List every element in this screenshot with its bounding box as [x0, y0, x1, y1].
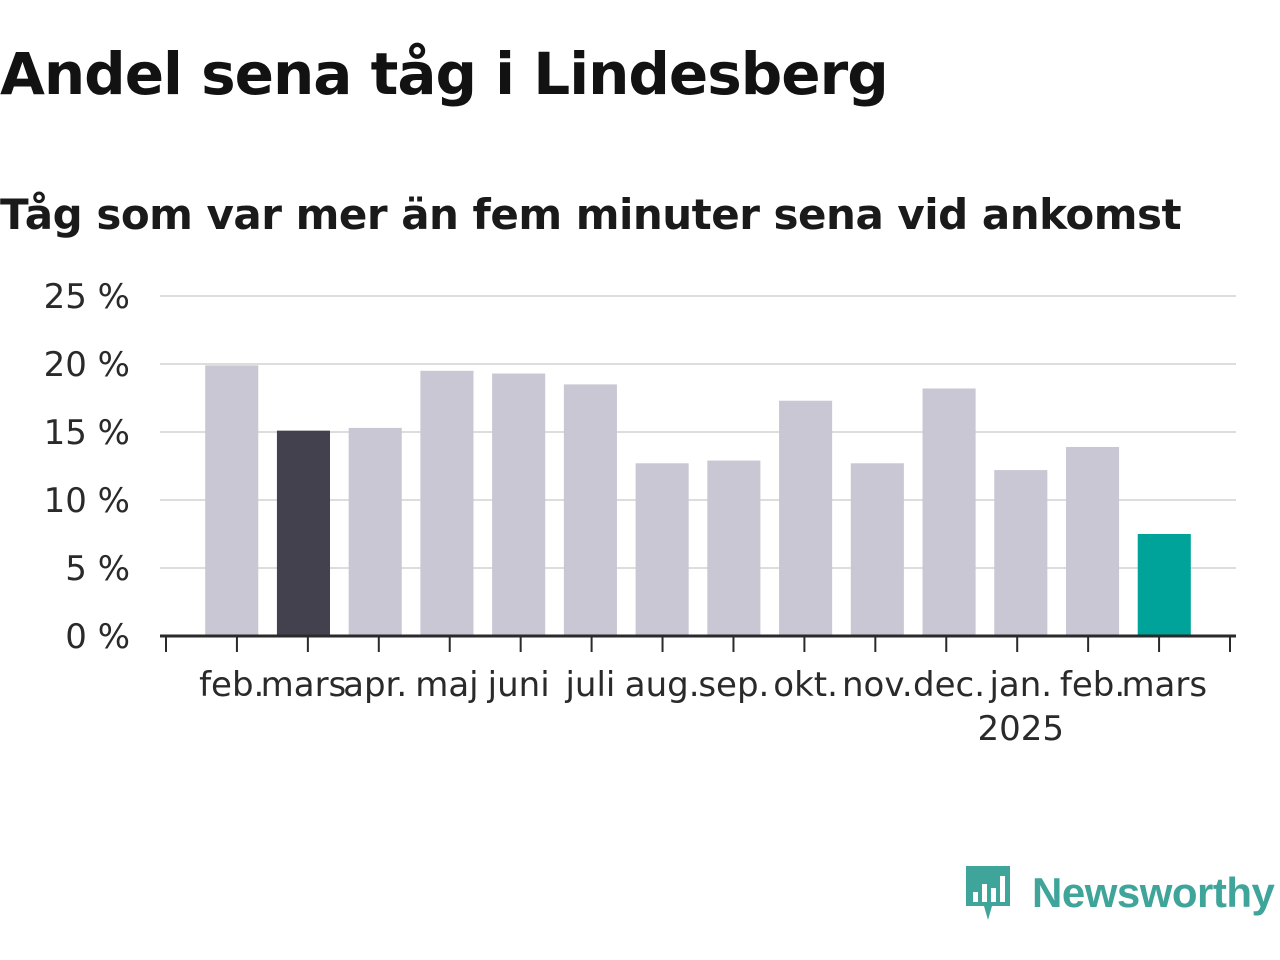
brand-logo: Newsworthy	[962, 862, 1275, 924]
chart-subtitle: Tåg som var mer än fem minuter sena vid …	[0, 190, 1182, 239]
bar-maj-3	[420, 370, 474, 636]
y-tick-label: 20 %	[44, 345, 130, 385]
x-tick-label: mars	[261, 665, 347, 705]
x-tick-label: apr.	[343, 665, 407, 705]
bar-juli-5	[563, 384, 617, 636]
x-tick-label: jan.	[988, 665, 1052, 705]
chart-title: Andel sena tåg i Lindesberg	[0, 40, 889, 108]
bar-aug-6	[635, 463, 689, 636]
x-tick-label: sep.	[698, 665, 769, 705]
bar-okt-8	[779, 400, 833, 636]
bar-juni-4	[492, 373, 546, 636]
newsworthy-chat-bars-icon	[966, 866, 1010, 920]
bar-feb-12	[1065, 446, 1120, 636]
bar-jan-11	[994, 470, 1048, 636]
bar-dec-10	[922, 388, 976, 636]
bar-mars-13	[1137, 534, 1191, 636]
x-year-label: 2025	[978, 709, 1065, 749]
bar-mars-1	[276, 430, 331, 636]
x-tick-label: okt.	[773, 665, 838, 705]
bar-apr-2	[348, 427, 402, 636]
y-tick-label: 5 %	[65, 549, 130, 589]
bar-sep-7	[707, 460, 761, 636]
brand-name: Newsworthy	[1032, 869, 1275, 916]
y-tick-label: 25 %	[44, 277, 130, 317]
y-tick-label: 0 %	[65, 617, 130, 657]
x-tick-label: juli	[564, 665, 615, 705]
x-tick-label: nov.	[842, 665, 913, 705]
x-tick-label: dec.	[913, 665, 985, 705]
y-tick-label: 10 %	[44, 481, 130, 521]
x-tick-label: juni	[487, 665, 550, 705]
x-tick-label: maj	[415, 665, 478, 705]
x-tick-label: feb.	[1060, 665, 1125, 705]
x-tick-label: aug.	[625, 665, 700, 705]
x-tick-label: mars	[1121, 665, 1207, 705]
x-tick-label: feb.	[199, 665, 264, 705]
bar-feb-0	[205, 365, 259, 636]
bar-nov-9	[850, 463, 904, 636]
y-tick-label: 15 %	[44, 413, 130, 453]
